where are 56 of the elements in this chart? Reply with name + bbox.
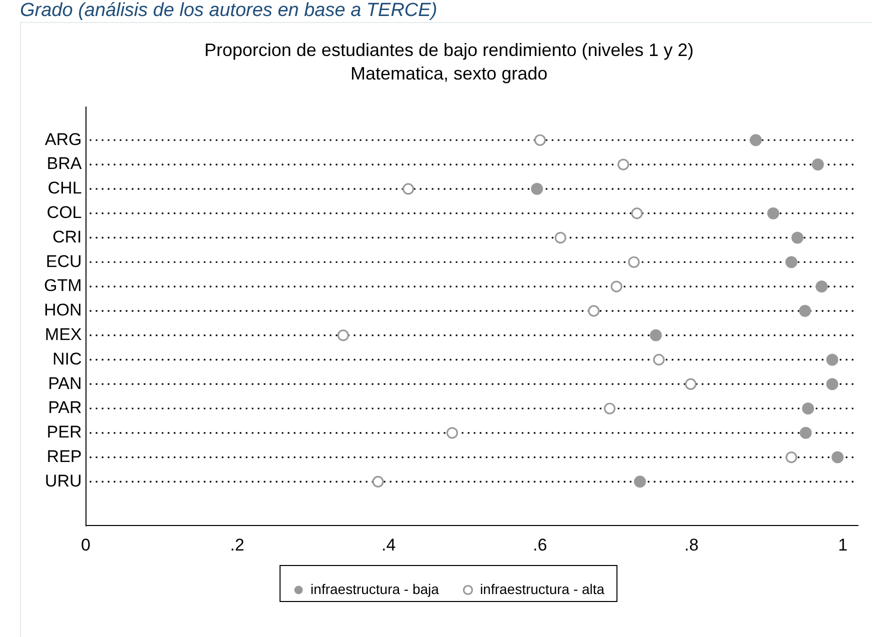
point [816, 280, 828, 293]
y-tick-label: HON [44, 300, 82, 320]
point [785, 256, 798, 268]
point [800, 426, 812, 439]
x-tick-label: .6 [532, 535, 548, 554]
point [786, 451, 798, 464]
x-tick-label: .8 [684, 535, 699, 554]
point [618, 158, 630, 170]
point [604, 402, 616, 414]
point [802, 402, 814, 414]
y-tick-label: REP [46, 446, 82, 466]
point [554, 232, 566, 244]
point [372, 476, 384, 488]
y-tick-label: NIC [52, 349, 82, 368]
x-tick-label: .2 [230, 535, 244, 554]
x-tick-label: .4 [382, 535, 396, 554]
y-tick-label: MEX [44, 324, 82, 344]
point [534, 134, 546, 146]
y-tick-label: CRI [52, 227, 82, 246]
legend-label: infraestructura - alta [480, 580, 605, 597]
x-tick-label: 0 [81, 535, 91, 554]
point [832, 451, 844, 464]
point [631, 208, 643, 220]
y-tick-label: COL [46, 203, 82, 222]
chart-title: Proporcion de estudiantes de bajo rendimiento (niveles 1 y 2) [204, 40, 694, 60]
point [530, 182, 543, 195]
point [337, 330, 349, 342]
point [799, 304, 812, 317]
point [750, 134, 762, 146]
point [446, 427, 458, 439]
legend-label: infraestructura - baja [310, 580, 440, 597]
text: Grado (análisis de los autores en base a TERCE) [20, 0, 438, 22]
point [812, 158, 824, 171]
y-tick-label: ECU [46, 252, 82, 271]
point [826, 378, 838, 390]
y-tick-label: BRA [46, 154, 82, 174]
y-tick-label: ARG [44, 130, 82, 149]
y-tick-label: CHL [48, 178, 82, 198]
y-tick-label: GTM [44, 276, 82, 296]
point [402, 183, 414, 195]
point [610, 280, 622, 292]
point [684, 378, 696, 390]
point [634, 476, 646, 488]
point [826, 354, 838, 366]
point [588, 305, 600, 317]
y-tick-label: URU [44, 471, 82, 490]
y-tick-label: PAR [48, 398, 82, 418]
chart-subtitle: Matematica, sexto grado [350, 63, 548, 84]
point [791, 232, 804, 244]
point [653, 354, 665, 366]
y-tick-label: PAN [48, 374, 82, 393]
x-tick-label: 1 [838, 535, 848, 554]
point [628, 256, 640, 268]
point [767, 207, 780, 220]
point [650, 329, 662, 342]
y-tick-label: PER [46, 422, 82, 442]
